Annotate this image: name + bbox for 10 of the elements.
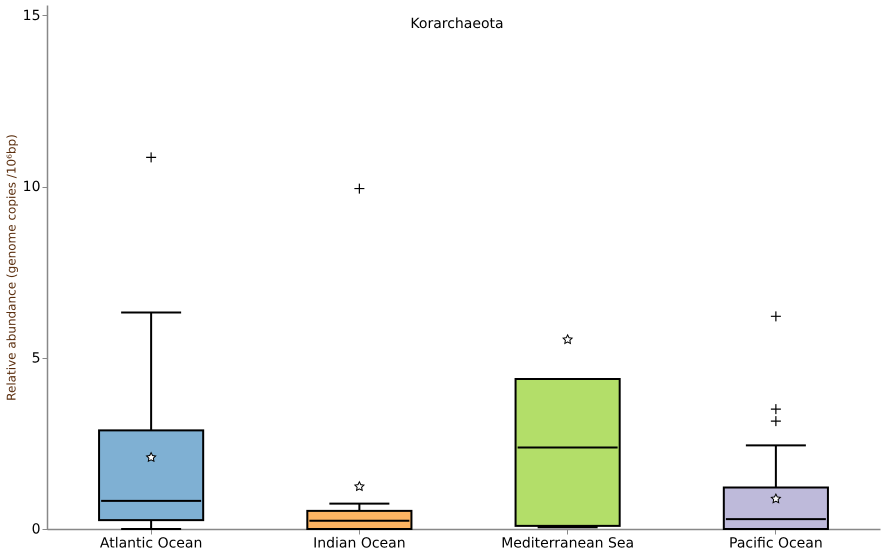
text: Korarchaeota [410,16,504,32]
y-tick-label: 0 [32,522,40,538]
y-tick-label: 15 [22,8,40,24]
x-tick-label: Indian Ocean [313,536,406,552]
x-tick-label: Pacific Ocean [729,536,823,552]
x-tick-label: Mediterranean Sea [501,536,634,552]
y-tick-label: 10 [22,179,40,196]
y-tick-label: 5 [32,350,40,366]
y-axis-title: Relative abundance (genome copies /10⁶bp) [4,134,19,401]
x-tick-label: Atlantic Ocean [100,536,202,552]
